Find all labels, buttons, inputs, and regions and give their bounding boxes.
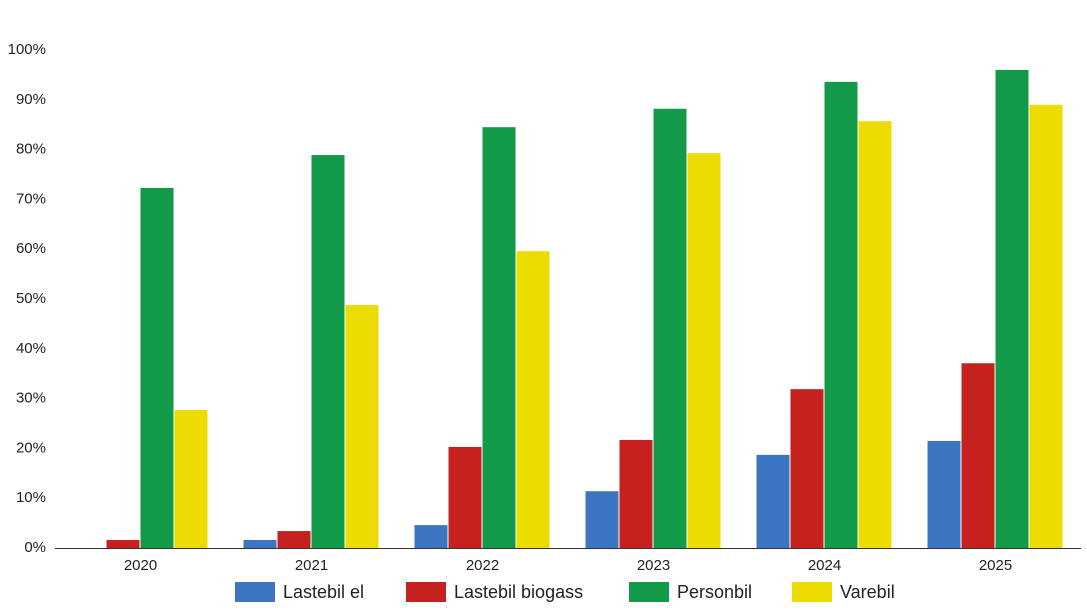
x-tick-label: 2022 xyxy=(466,557,499,574)
y-tick-label: 70% xyxy=(16,190,46,207)
bar xyxy=(961,363,995,548)
bar xyxy=(824,81,858,548)
y-tick-label: 0% xyxy=(24,539,46,556)
bar xyxy=(756,454,790,548)
legend-label: Varebil xyxy=(840,582,895,602)
y-tick-label: 10% xyxy=(16,489,46,506)
bar xyxy=(1029,104,1063,548)
bar xyxy=(995,69,1029,549)
y-tick-label: 50% xyxy=(16,290,46,307)
bar xyxy=(106,540,140,548)
bar xyxy=(619,439,653,548)
bar xyxy=(448,446,482,548)
x-tick-label: 2024 xyxy=(808,557,841,574)
x-tick-label: 2020 xyxy=(124,557,157,574)
x-tick-label: 2023 xyxy=(637,557,670,574)
legend-swatch xyxy=(406,582,446,602)
y-tick-label: 20% xyxy=(16,439,46,456)
bar xyxy=(277,531,311,548)
bar xyxy=(790,389,824,548)
bar xyxy=(174,410,208,548)
legend-swatch xyxy=(629,582,669,602)
legend-swatch xyxy=(235,582,275,602)
bar xyxy=(653,108,687,548)
bar xyxy=(927,440,961,548)
bar xyxy=(345,304,379,548)
legend-label: Personbil xyxy=(677,582,752,602)
bar xyxy=(414,525,448,548)
legend-label: Lastebil el xyxy=(283,582,364,602)
x-tick-label: 2025 xyxy=(979,557,1012,574)
bar xyxy=(858,121,892,549)
y-tick-label: 60% xyxy=(16,240,46,257)
bar xyxy=(482,127,516,548)
y-tick-label: 40% xyxy=(16,340,46,357)
bar xyxy=(140,187,174,549)
y-tick-label: 100% xyxy=(8,41,46,58)
x-tick-label: 2021 xyxy=(295,557,328,574)
bar xyxy=(243,540,277,548)
bar xyxy=(311,155,345,548)
y-tick-label: 90% xyxy=(16,91,46,108)
legend-label: Lastebil biogass xyxy=(454,582,583,602)
y-tick-label: 30% xyxy=(16,390,46,407)
bar xyxy=(516,251,550,548)
bar xyxy=(585,491,619,548)
y-tick-label: 80% xyxy=(16,141,46,158)
bar xyxy=(687,153,721,548)
legend-swatch xyxy=(792,582,832,602)
